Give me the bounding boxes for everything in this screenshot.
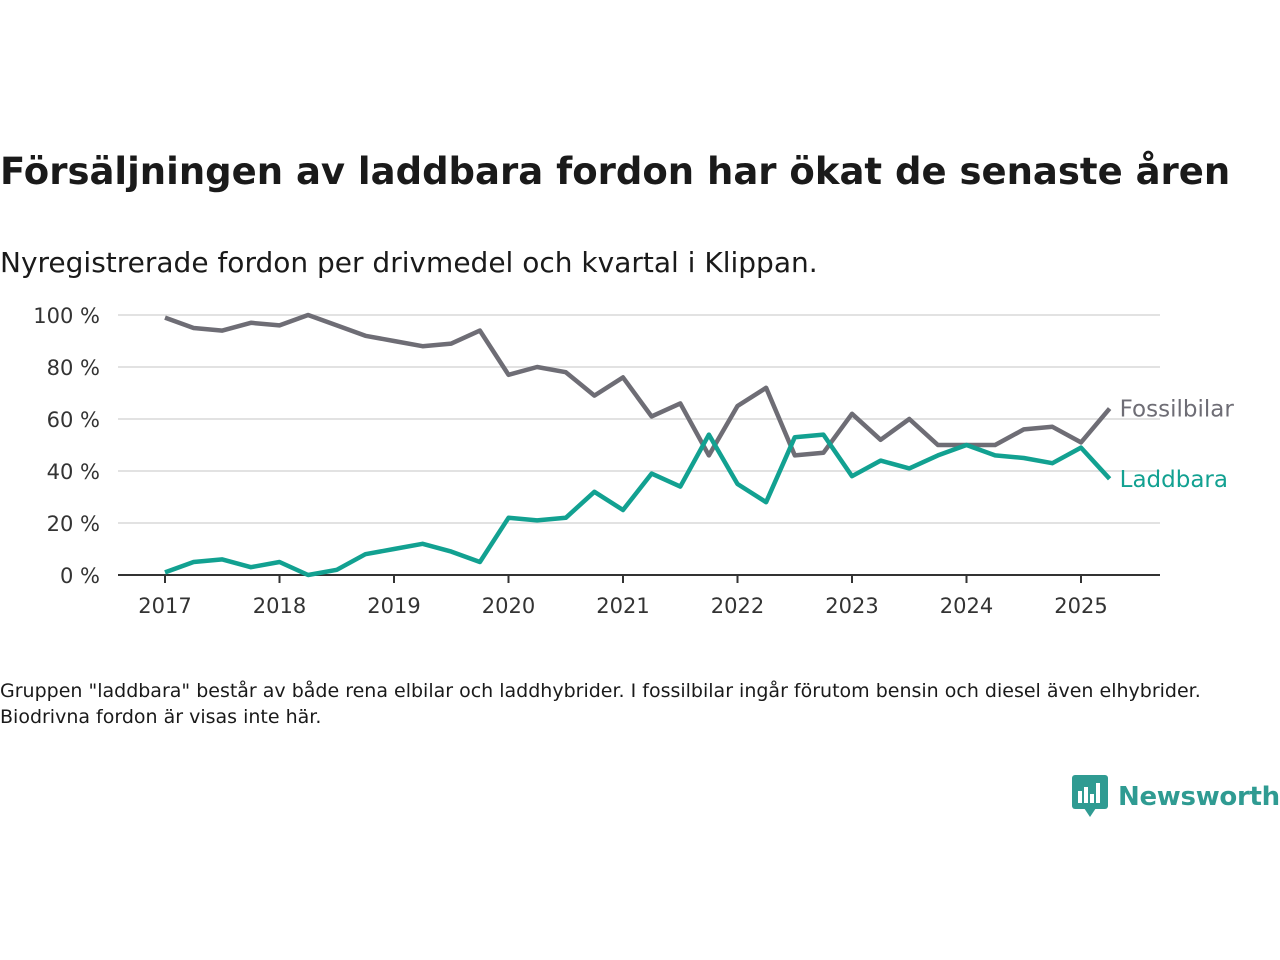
brand-name: Newsworthy (1118, 782, 1280, 812)
x-tick-label: 2018 (253, 594, 306, 618)
newsworthy-logo-icon (1072, 775, 1108, 817)
x-tick-label: 2022 (711, 594, 764, 618)
grid-lines (118, 314, 1160, 576)
y-tick-label: 0 % (60, 564, 100, 588)
series-line-fossilbilar (164, 312, 1112, 458)
y-tick-label: 60 % (47, 408, 100, 432)
series-line-laddbara (164, 432, 1112, 578)
x-axis-tick-labels: 2017 2018 2019 2020 2021 2022 2023 2024 2025 (138, 575, 1108, 618)
x-tick-label: 2019 (367, 594, 420, 618)
y-tick-label: 40 % (47, 460, 100, 484)
x-tick-label: 2017 (138, 594, 191, 618)
footnote: Gruppen "laddbara" består av både rena e… (0, 680, 1201, 728)
line-chart: 0 % 20 % 40 % 60 % 80 % 100 % 2017 2018 2019 202… (33, 304, 1235, 618)
y-axis-tick-labels: 0 % 20 % 40 % 60 % 80 % 100 % (33, 304, 100, 588)
y-tick-label: 20 % (47, 512, 100, 536)
series-end-labels: Fossilbilar Laddbara (1120, 397, 1235, 493)
series-label-laddbara: Laddbara (1120, 467, 1228, 493)
brand-logo: Newsworthy (1072, 775, 1280, 819)
chart-title: Försäljningen av laddbara fordon har öka… (0, 150, 1231, 193)
series-lines (164, 312, 1112, 578)
x-tick-label: 2025 (1054, 594, 1107, 618)
x-tick-label: 2023 (825, 594, 878, 618)
y-tick-label: 100 % (33, 304, 100, 328)
y-tick-label: 80 % (47, 356, 100, 380)
x-tick-label: 2020 (482, 594, 535, 618)
chart-subtitle: Nyregistrerade fordon per drivmedel och … (0, 246, 818, 279)
series-label-fossilbilar: Fossilbilar (1120, 397, 1235, 423)
x-tick-label: 2024 (940, 594, 993, 618)
x-tick-label: 2021 (596, 594, 649, 618)
